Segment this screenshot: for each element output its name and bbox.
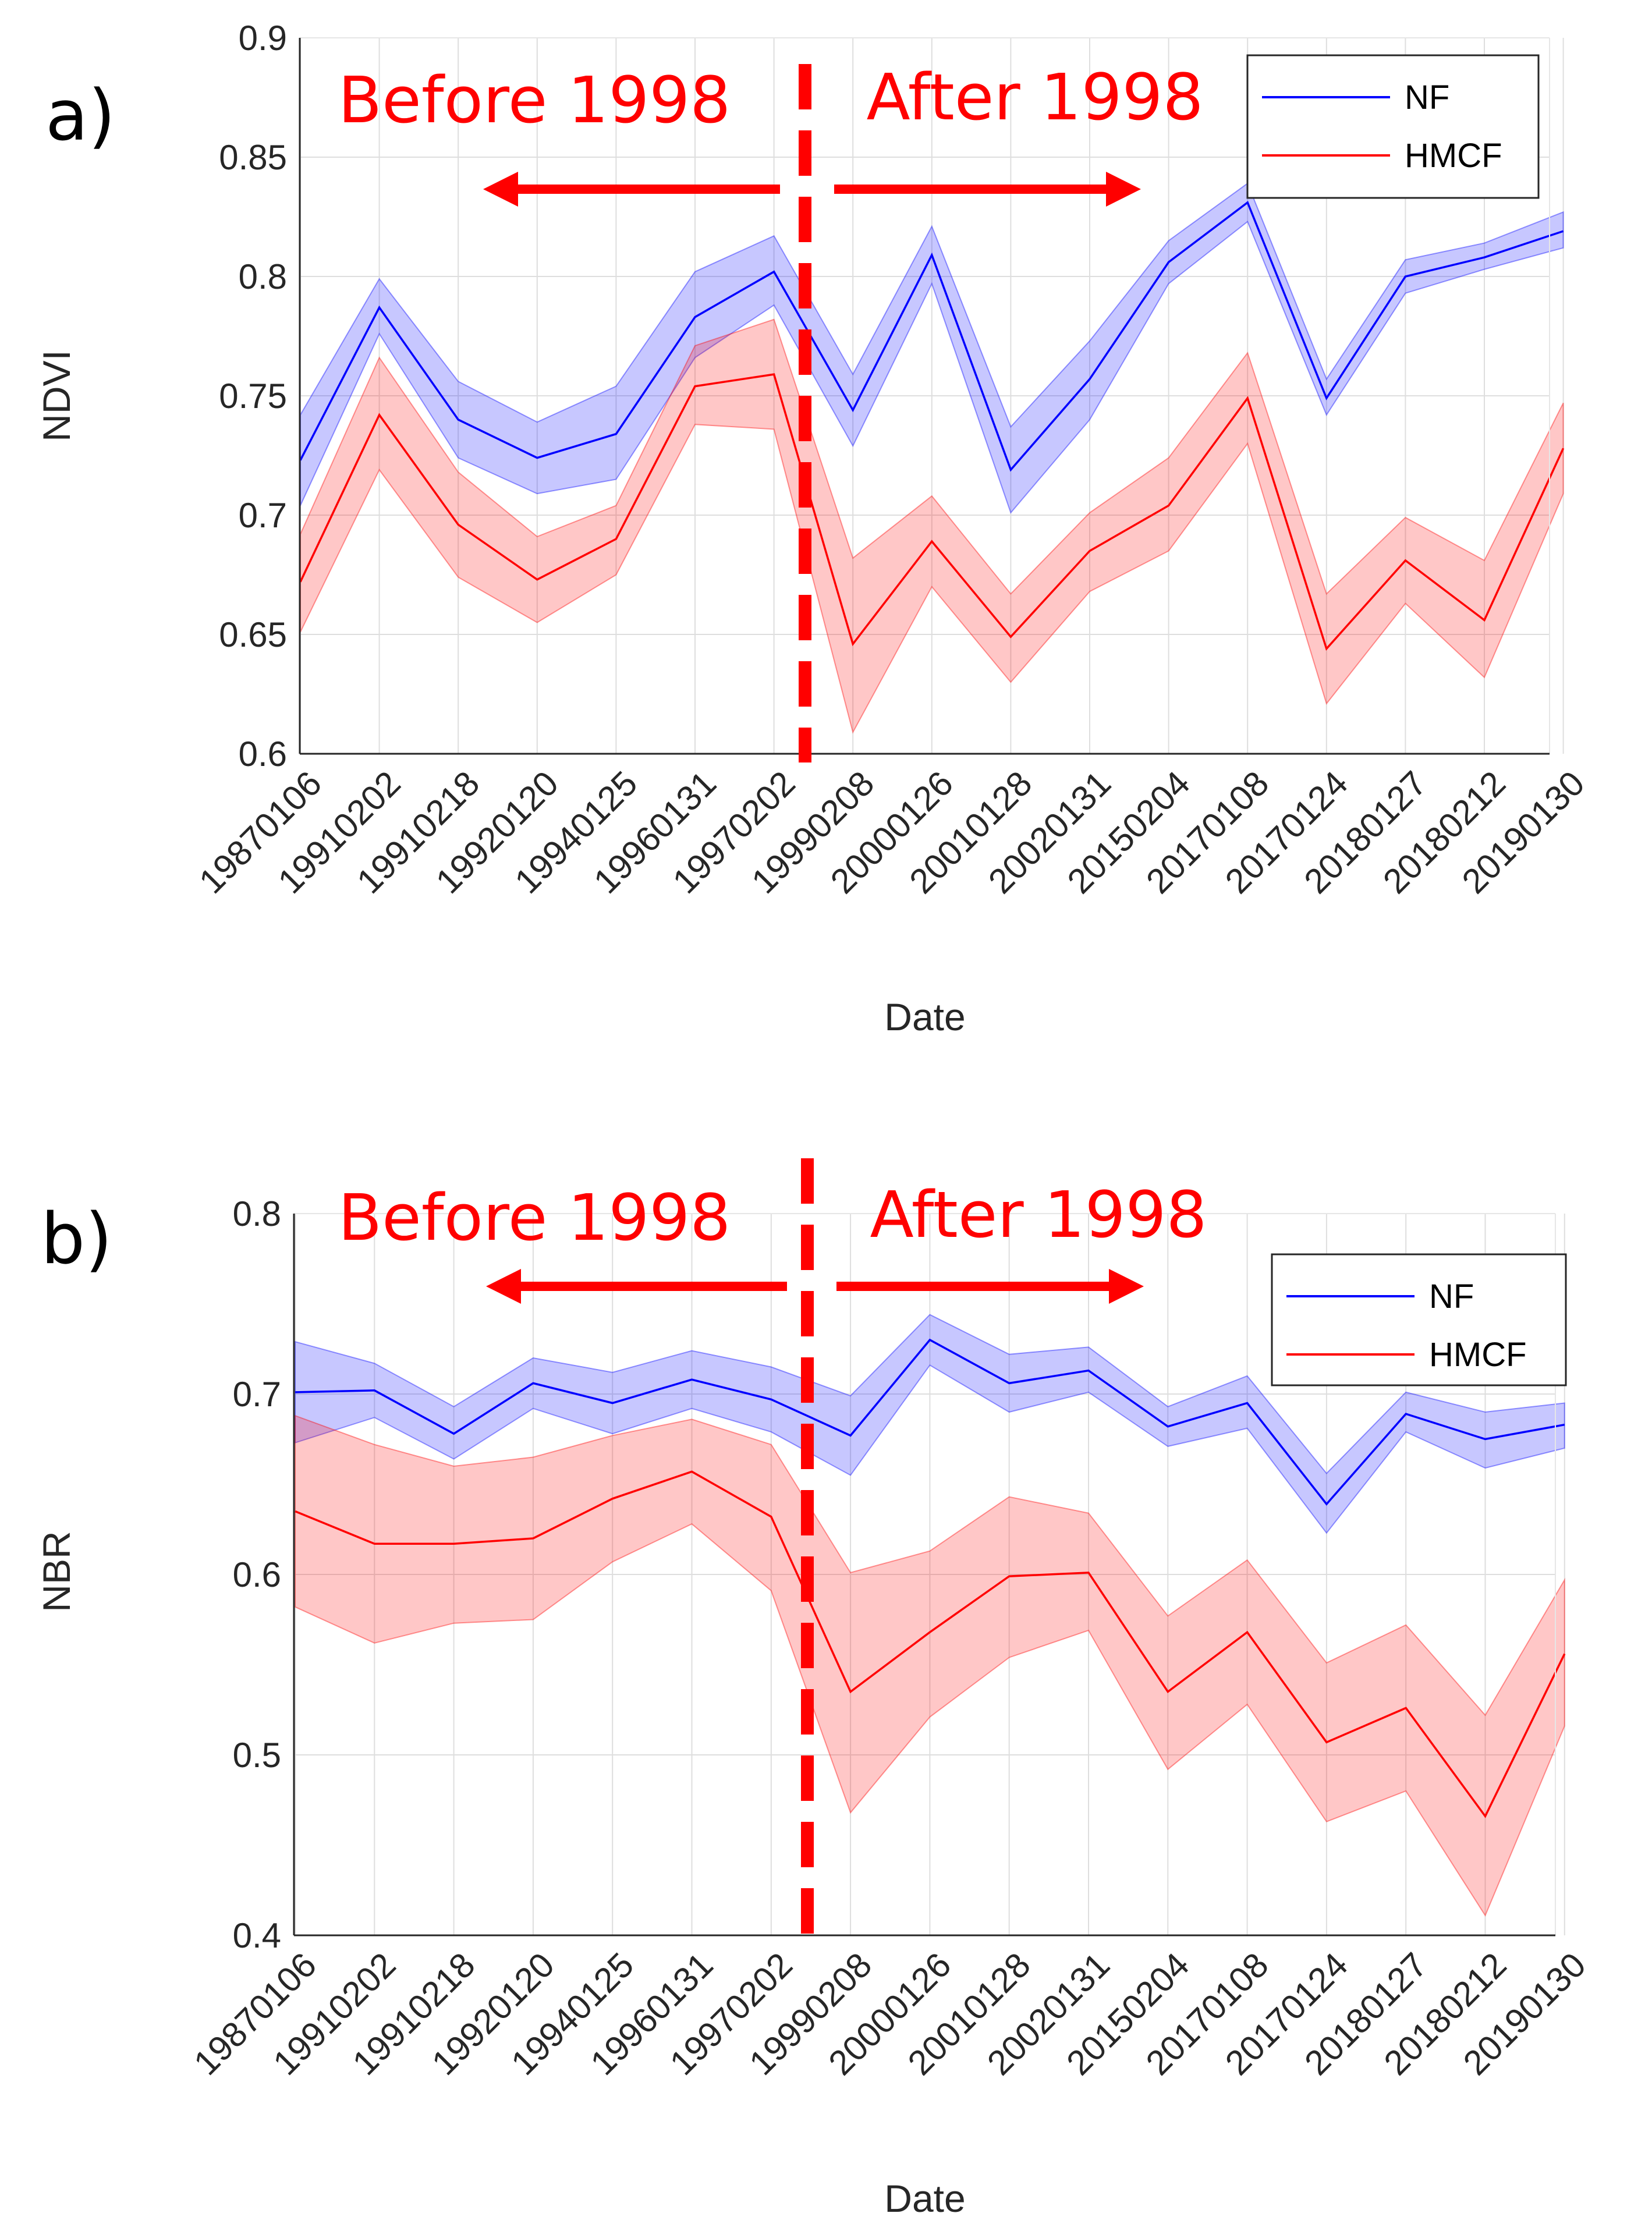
legend-label-nf: NF <box>1405 79 1449 116</box>
series-band-hmcf <box>295 1414 1565 1917</box>
panel-label: b) <box>41 1199 112 1280</box>
series-band-nf <box>300 182 1564 514</box>
annotation-after: After 1998 <box>866 60 1203 134</box>
y-tick-label: 0.6 <box>233 1555 281 1594</box>
legend-label-nf: NF <box>1429 1278 1474 1315</box>
annotation-before: Before 1998 <box>338 63 731 137</box>
y-tick-label: 0.8 <box>239 257 287 296</box>
panel-a-ndvi-chart: 1987010619910202199102181992012019940125… <box>35 19 1592 1038</box>
annotation-before: Before 1998 <box>338 1180 731 1255</box>
y-tick-label: 0.85 <box>219 138 287 177</box>
y-tick-label: 0.4 <box>233 1916 281 1955</box>
legend-label-hmcf: HMCF <box>1405 137 1502 175</box>
x-axis-title: Date <box>884 2177 965 2220</box>
annotation-after: After 1998 <box>870 1177 1207 1252</box>
y-axis-title: NDVI <box>35 350 78 442</box>
x-axis-title: Date <box>884 995 965 1038</box>
y-tick-label: 0.8 <box>233 1194 281 1233</box>
y-tick-label: 0.7 <box>233 1375 281 1414</box>
y-tick-label: 0.65 <box>219 615 287 654</box>
series-band-hmcf <box>300 318 1564 734</box>
arrow-left-head <box>486 1269 521 1304</box>
arrow-right-head <box>1109 1269 1144 1304</box>
legend-box <box>1271 1253 1567 1386</box>
arrow-left-head <box>483 172 518 207</box>
legend-label-hmcf: HMCF <box>1429 1336 1527 1374</box>
panel-label: a) <box>45 76 115 157</box>
series-band-nf <box>295 1314 1565 1534</box>
legend-box <box>1246 54 1540 199</box>
y-axis-title: NBR <box>35 1531 78 1612</box>
arrow-right-head <box>1106 172 1141 207</box>
panel-b-nbr-chart: 1987010619910202199102181992012019940125… <box>35 1158 1593 2220</box>
y-tick-label: 0.7 <box>239 496 287 535</box>
y-tick-label: 0.75 <box>219 377 287 416</box>
y-tick-label: 0.5 <box>233 1736 281 1775</box>
y-tick-label: 0.6 <box>239 735 287 774</box>
y-tick-label: 0.9 <box>239 19 287 58</box>
